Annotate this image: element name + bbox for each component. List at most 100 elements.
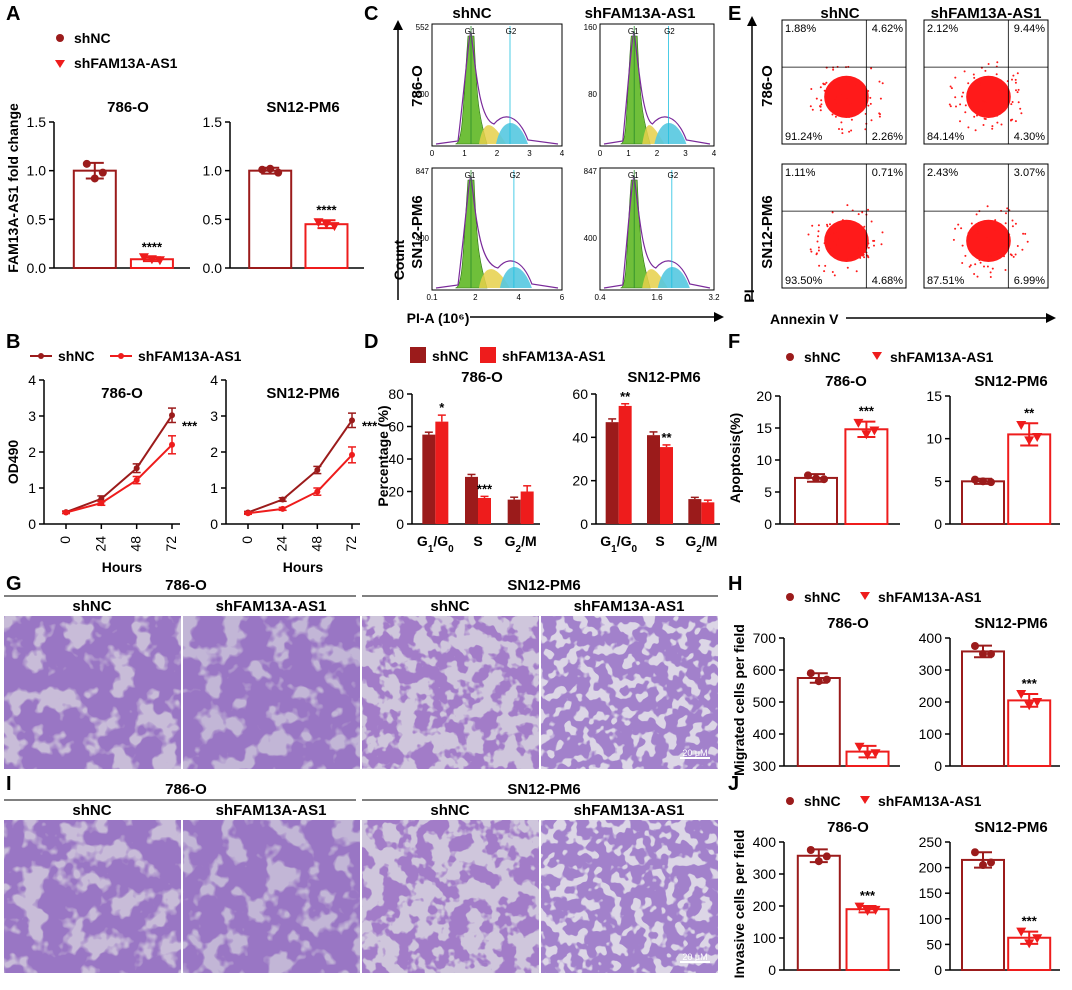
bar-shnc xyxy=(796,854,841,972)
y-tick-label: 847 xyxy=(584,167,598,176)
y-axis-label: Migrated cells per field xyxy=(731,624,747,776)
y-tick-label: 3 xyxy=(28,408,36,424)
event-dot xyxy=(817,224,820,227)
significance-label: *** xyxy=(362,418,378,433)
legend-shnc-label: shNC xyxy=(804,349,841,365)
column-title-shfam: shFAM13A-AS1 xyxy=(585,5,696,22)
chart-title: SN12-PM6 xyxy=(974,615,1047,632)
legend-shnc-marker xyxy=(56,34,64,42)
event-dot xyxy=(817,249,820,252)
y-tick-label: 300 xyxy=(753,758,777,774)
event-dot xyxy=(864,246,867,249)
y-tick-label: 0 xyxy=(210,516,218,532)
event-dot xyxy=(838,82,841,85)
quadrant-ll: 87.51% xyxy=(927,275,965,287)
event-dot xyxy=(823,270,826,273)
panel-i-micrographs: 786-O SN12-PM6 shNC shFAM13A-AS1 shNC shFAM13… xyxy=(4,781,718,973)
data-point-shfam xyxy=(154,256,165,266)
legend-shfam-label: shFAM13A-AS1 xyxy=(74,55,178,71)
x-tick-label: 2 xyxy=(495,149,500,158)
legend-shfam-label: shFAM13A-AS1 xyxy=(878,793,982,809)
event-dot xyxy=(1026,240,1029,243)
event-dot xyxy=(881,231,884,234)
legend-shfam-label: shFAM13A-AS1 xyxy=(138,348,242,364)
y-tick-label: 5 xyxy=(764,484,772,500)
data-point-shfam xyxy=(1016,421,1027,431)
micrograph-cells xyxy=(541,616,718,769)
event-dot xyxy=(968,237,971,240)
chart-title: 786-O xyxy=(107,99,149,116)
x-tick-label: 6 xyxy=(560,293,565,302)
event-dot xyxy=(844,82,847,85)
micrograph-cells xyxy=(362,616,539,769)
y-tick-label: 1.0 xyxy=(203,163,223,179)
x-tick-label: 3 xyxy=(683,149,688,158)
panel-c-histograms: Count PI-A (10⁶) shNC shFAM13A-AS1 786-O SN12… xyxy=(391,5,724,326)
event-dot xyxy=(880,243,883,246)
significance-label: ** xyxy=(1024,405,1035,420)
event-dot xyxy=(962,91,965,94)
event-dot xyxy=(977,229,980,232)
event-dot xyxy=(973,76,976,79)
column-title-shnc: shNC xyxy=(452,5,491,22)
x-tick-label: 72 xyxy=(163,536,179,552)
event-dot xyxy=(983,117,986,120)
event-dot xyxy=(862,253,865,256)
column-title: shNC xyxy=(430,598,469,615)
event-dot xyxy=(972,73,975,76)
event-dot xyxy=(878,115,881,118)
bar-shnc xyxy=(465,476,478,524)
event-dot xyxy=(1014,222,1017,225)
event-dot xyxy=(990,243,993,245)
g2-peak xyxy=(496,123,528,144)
y-tick-label: 40 xyxy=(572,429,588,445)
event-dot xyxy=(867,242,870,245)
bar-shfam xyxy=(844,428,889,525)
data-point-shfam xyxy=(870,749,881,759)
event-dot xyxy=(855,270,858,273)
event-dot xyxy=(838,233,840,236)
chart-title: 786-O xyxy=(461,369,503,386)
g2-label: G2 xyxy=(506,27,517,36)
event-dot xyxy=(983,265,985,268)
event-dot xyxy=(986,205,989,208)
histogram-curve xyxy=(435,175,559,289)
event-dot xyxy=(986,235,989,238)
event-dot xyxy=(995,82,998,85)
event-dot xyxy=(817,246,820,249)
event-dot xyxy=(957,223,960,226)
panel-letter-a: A xyxy=(6,3,20,25)
event-dot xyxy=(1003,104,1006,107)
y-tick-label: 0 xyxy=(580,516,588,532)
y-tick-label: 160 xyxy=(584,23,598,32)
event-dot xyxy=(837,88,840,91)
event-dot xyxy=(849,102,852,105)
event-dot xyxy=(826,244,829,246)
event-dot xyxy=(972,251,975,254)
data-point-shfam xyxy=(146,255,157,265)
event-dot xyxy=(961,262,964,264)
event-dot xyxy=(834,102,837,105)
event-dot xyxy=(997,88,1000,91)
legend-shfam-marker xyxy=(860,592,870,600)
event-dot xyxy=(819,105,822,108)
legend-a: shNC shFAM13A-AS1 xyxy=(55,30,178,71)
micrograph-cells xyxy=(183,616,360,769)
y-arrow-head xyxy=(747,16,757,26)
y-tick-label: 100 xyxy=(919,726,943,742)
event-dot xyxy=(1012,255,1015,258)
event-dot xyxy=(881,82,884,85)
event-dot xyxy=(976,275,979,278)
legend-shnc-marker xyxy=(38,353,44,359)
significance-label: **** xyxy=(142,239,163,254)
data-point-shnc xyxy=(90,174,99,183)
event-dot xyxy=(870,220,873,223)
y-axis-label: FAM13A-AS1 fold change xyxy=(5,103,21,273)
legend-shfam-marker xyxy=(860,796,870,804)
x-tick-label: 4 xyxy=(712,149,717,158)
panel-letter-e: E xyxy=(728,3,741,25)
y-tick-label: 200 xyxy=(919,860,943,876)
y-tick-label: 400 xyxy=(584,234,598,243)
quadrant-lr: 2.26% xyxy=(872,131,903,143)
